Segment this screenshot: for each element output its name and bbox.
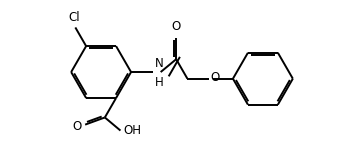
Text: O: O — [73, 120, 82, 133]
Text: O: O — [171, 20, 181, 33]
Text: Cl: Cl — [68, 11, 80, 24]
Text: H: H — [155, 76, 163, 89]
Text: O: O — [211, 71, 220, 84]
Text: OH: OH — [124, 124, 142, 137]
Text: N: N — [155, 57, 163, 70]
